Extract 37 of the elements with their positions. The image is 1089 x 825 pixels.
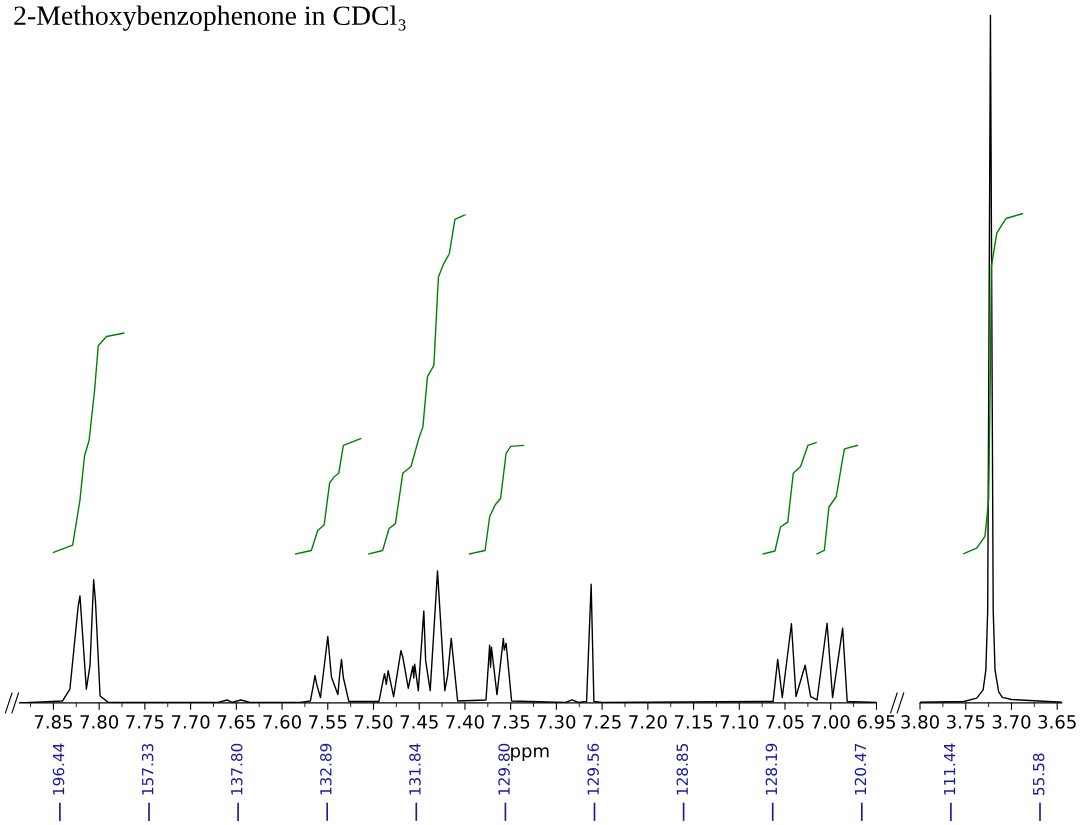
text: 128.85 xyxy=(676,744,689,795)
text: 128.19 xyxy=(765,743,778,795)
x-tick-label: 3.80 xyxy=(901,715,939,729)
x-tick-label: 7.45 xyxy=(400,715,438,729)
text: 137.80 xyxy=(230,743,243,795)
x-tick-label: 3.65 xyxy=(1038,715,1076,729)
x-tick-label: 3.75 xyxy=(947,715,985,729)
text: 196.44 xyxy=(52,743,65,795)
x-tick-label: 7.80 xyxy=(80,715,119,729)
x-tick-label: 7.55 xyxy=(309,715,347,729)
x-tick-label: 7.75 xyxy=(126,715,164,729)
x-tick-label: 7.85 xyxy=(34,715,72,729)
x-axis-title: ppm xyxy=(511,747,549,762)
x-tick-label: 7.50 xyxy=(354,715,393,729)
text: 55.58 xyxy=(1032,753,1045,795)
text: 120.47 xyxy=(854,743,867,795)
text: 111.44 xyxy=(943,743,956,795)
x-tick-label: 7.40 xyxy=(446,715,484,729)
text: 129.56 xyxy=(587,743,599,795)
x-tick-label: 6.95 xyxy=(857,715,895,729)
text: 131.84 xyxy=(409,743,421,795)
x-tick-label: 7.10 xyxy=(720,715,759,729)
x-tick-label: 7.15 xyxy=(674,715,713,729)
x-tick-label: 7.25 xyxy=(583,715,621,729)
x-tick-label: 7.00 xyxy=(812,715,850,729)
x-tick-label: 7.70 xyxy=(171,715,210,729)
x-tick-label: 7.30 xyxy=(537,715,576,729)
x-tick-label: 7.05 xyxy=(766,715,804,729)
text: 129.80 xyxy=(498,743,510,795)
x-tick-label: 7.35 xyxy=(492,715,530,729)
x-tick-label: 7.60 xyxy=(263,715,301,729)
text: 132.89 xyxy=(320,743,332,795)
chart-title: 2-Methoxybenzophenone in CDCl₃ xyxy=(14,5,406,31)
x-tick-label: 7.65 xyxy=(217,715,255,729)
text: 157.33 xyxy=(141,743,154,795)
x-tick-label: 7.20 xyxy=(629,715,667,729)
x-tick-label: 3.70 xyxy=(992,715,1031,729)
